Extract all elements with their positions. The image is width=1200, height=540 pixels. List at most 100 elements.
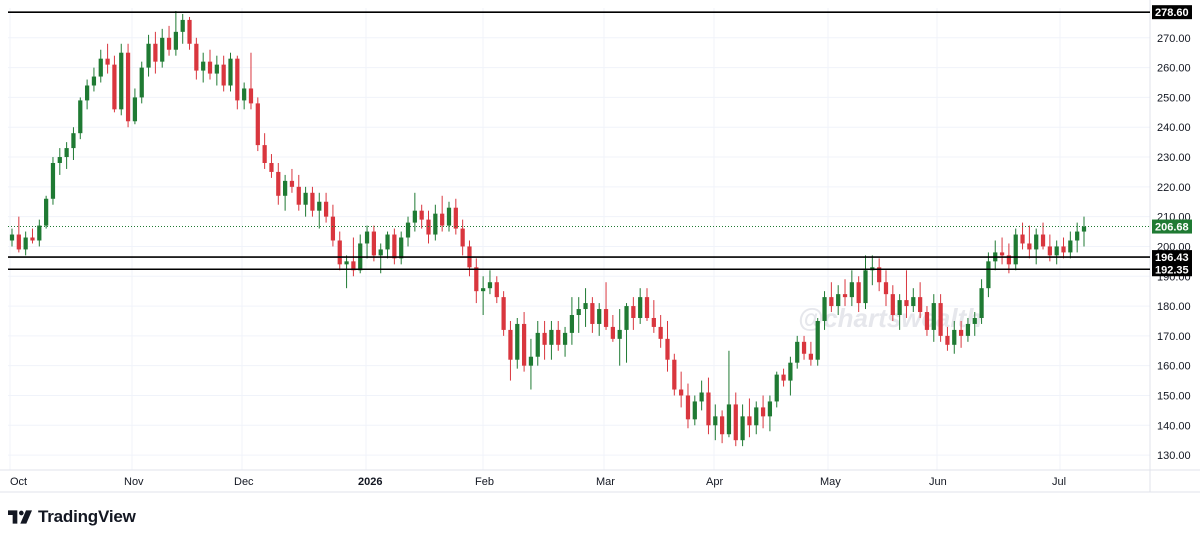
candle-body <box>23 237 28 250</box>
candle-body <box>139 67 144 98</box>
candle <box>37 219 42 247</box>
candle <box>269 154 274 178</box>
candle-body <box>276 171 281 196</box>
candle-body <box>979 288 984 318</box>
candle-body <box>426 219 431 235</box>
price-tick-label: 140.00 <box>1157 420 1191 432</box>
candle-body <box>446 207 452 226</box>
candle <box>685 383 691 429</box>
candle-body <box>201 61 206 71</box>
time-tick-label: Mar <box>596 476 615 488</box>
candle-body <box>603 309 609 327</box>
candle <box>863 255 868 310</box>
candle-body <box>1034 234 1039 250</box>
candle <box>317 192 322 229</box>
candle-body <box>822 297 827 321</box>
candle <box>631 297 636 330</box>
candle-body <box>665 338 670 360</box>
candle <box>412 192 417 232</box>
candle-body <box>692 401 697 420</box>
time-tick-label: Jul <box>1052 476 1066 488</box>
candle <box>166 25 172 56</box>
candle <box>993 240 998 271</box>
tradingview-logo[interactable]: TradingView <box>8 505 136 529</box>
candle-body <box>440 213 445 226</box>
candle <box>337 231 342 271</box>
candle <box>822 291 827 330</box>
candle-body <box>958 329 964 336</box>
level-badge-bg <box>1152 262 1192 277</box>
candle-body <box>631 306 636 318</box>
candle <box>112 55 117 113</box>
candle-body <box>1020 234 1025 244</box>
candle <box>610 315 615 342</box>
candle-body <box>679 389 684 396</box>
candle <box>30 228 35 244</box>
price-tick-label: 250.00 <box>1157 92 1191 104</box>
candle <box>1027 225 1032 259</box>
candle <box>597 303 602 336</box>
last-price-badge-text: 206.68 <box>1155 222 1189 234</box>
candle-body <box>501 297 506 330</box>
candle-body <box>1081 226 1087 232</box>
candle <box>392 228 397 265</box>
candle <box>692 395 697 426</box>
candle <box>494 276 499 304</box>
candle-body <box>30 237 35 241</box>
candle <box>283 174 288 211</box>
candle-body <box>125 52 131 122</box>
candle <box>139 61 144 104</box>
candle <box>248 52 254 110</box>
candle <box>1075 222 1080 253</box>
candle <box>801 335 807 360</box>
candle <box>1054 240 1059 265</box>
candle <box>767 395 773 432</box>
candle <box>569 297 575 345</box>
candle <box>590 297 595 333</box>
candle <box>16 216 21 253</box>
candle <box>945 326 950 351</box>
candle-body <box>918 297 923 313</box>
candle-body <box>296 186 301 205</box>
candle-body <box>16 234 21 250</box>
candle-body <box>767 401 773 417</box>
candle <box>931 294 936 342</box>
candle <box>255 97 260 152</box>
candle <box>747 398 752 438</box>
candle <box>644 288 650 321</box>
chart-area[interactable]: 130.00 140.00 150.00 160.00 170.00 180.00 190.… <box>0 0 1200 500</box>
level-badge-text: 278.60 <box>1155 7 1189 19</box>
candle-body <box>146 43 151 68</box>
candle-body <box>453 207 458 229</box>
candle-body <box>556 329 561 345</box>
candle <box>146 34 151 77</box>
candle-body <box>317 201 322 211</box>
candle <box>440 195 445 232</box>
candle <box>958 320 964 348</box>
candle <box>242 82 247 110</box>
candle <box>1068 231 1073 259</box>
candle <box>719 410 725 444</box>
candle <box>323 192 329 223</box>
candle-body <box>508 329 513 360</box>
time-tick-label: Feb <box>475 476 494 488</box>
candle <box>1034 228 1039 265</box>
candle <box>788 356 793 396</box>
candle <box>890 285 895 321</box>
candle-body <box>494 282 499 298</box>
level-badge-text: 196.43 <box>1155 252 1189 264</box>
price-tick-label: 270.00 <box>1157 33 1191 45</box>
candle <box>965 317 971 342</box>
time-tick-label: Nov <box>124 476 144 488</box>
candle-body <box>392 234 397 259</box>
candle-body <box>1068 240 1073 253</box>
candle-body <box>399 237 404 259</box>
candle <box>706 377 711 435</box>
candle-body <box>972 317 977 324</box>
price-chart[interactable]: 130.00140.00150.00160.00170.00180.00190.… <box>0 0 1200 500</box>
candle <box>760 395 766 429</box>
candle <box>924 306 930 336</box>
candle-body <box>405 222 411 238</box>
candle <box>603 282 609 330</box>
time-tick-label: Dec <box>234 476 254 488</box>
